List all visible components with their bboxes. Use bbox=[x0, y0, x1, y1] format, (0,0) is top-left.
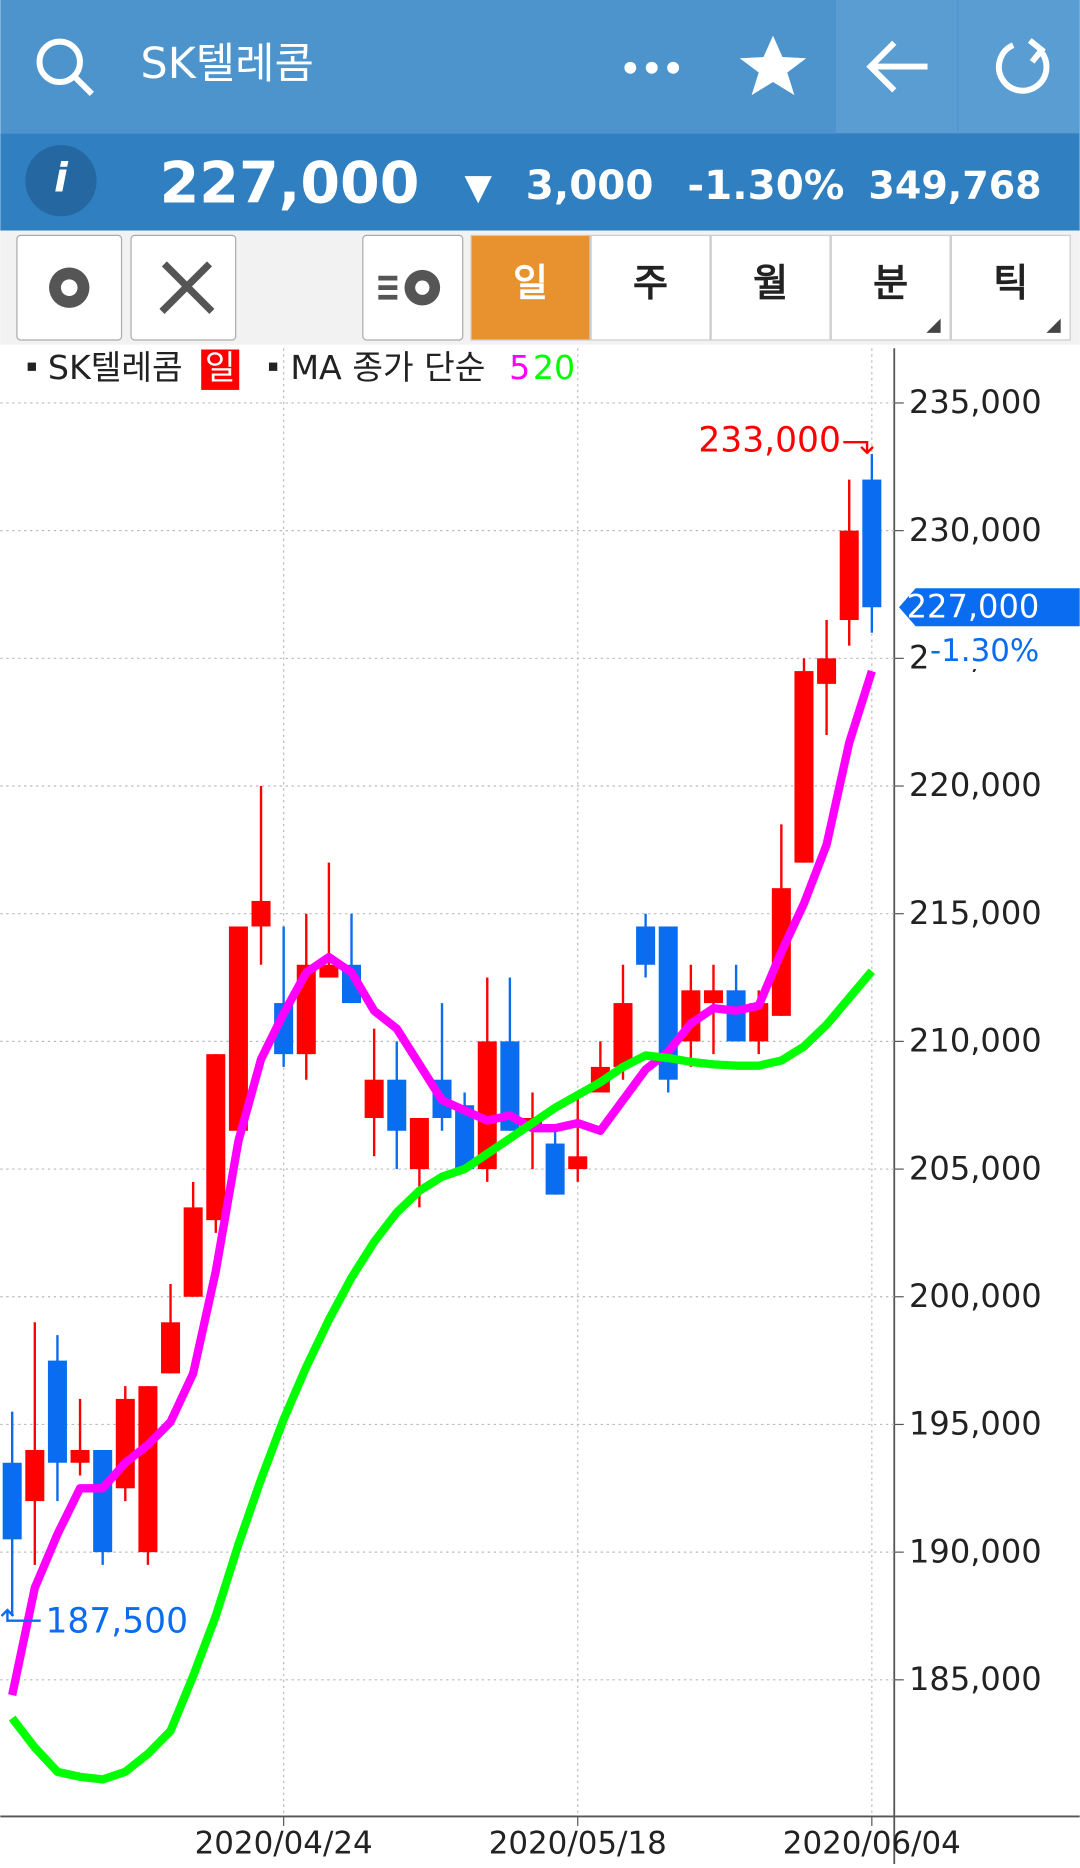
settings-icon bbox=[49, 267, 90, 308]
period-tab[interactable] bbox=[830, 234, 951, 341]
legend-period: 일 bbox=[205, 348, 236, 387]
y-tick-label: 220,000 bbox=[909, 766, 1042, 804]
refresh-icon[interactable] bbox=[995, 38, 1050, 94]
refresh-button-bg[interactable] bbox=[958, 0, 1080, 134]
period-tab[interactable] bbox=[710, 234, 831, 341]
candle-body bbox=[25, 1449, 45, 1502]
period-tab-label: 일 bbox=[513, 261, 548, 305]
candle-body bbox=[636, 926, 656, 965]
candle-body bbox=[161, 1322, 181, 1374]
candle-body bbox=[477, 1041, 497, 1170]
quote-bar bbox=[0, 133, 1080, 231]
tools-icon bbox=[159, 261, 215, 314]
legend-symbol: SK텔레콤 bbox=[48, 348, 183, 387]
candle-body bbox=[93, 1449, 113, 1553]
candle-body bbox=[364, 1079, 384, 1119]
y-tick-label: 200,000 bbox=[909, 1277, 1042, 1315]
candle-body bbox=[613, 1003, 633, 1067]
price: 227,000 bbox=[160, 150, 420, 216]
search-icon[interactable] bbox=[36, 38, 94, 97]
info-button[interactable] bbox=[25, 145, 97, 217]
legend-square bbox=[268, 362, 278, 371]
min-label: 187,500 bbox=[45, 1602, 188, 1642]
back-icon[interactable] bbox=[866, 40, 928, 93]
y-tick-label: 190,000 bbox=[909, 1532, 1042, 1570]
candle-body bbox=[251, 900, 271, 927]
legend-period-bg bbox=[201, 349, 240, 390]
indicator-icon bbox=[378, 269, 441, 306]
x-tick-label: 2020/06/04 bbox=[783, 1825, 961, 1861]
x-tick-label: 2020/05/18 bbox=[489, 1825, 667, 1861]
min-pointer bbox=[0, 1608, 41, 1622]
candle-body bbox=[862, 479, 882, 608]
candle-body bbox=[839, 530, 859, 621]
legend-square bbox=[27, 362, 36, 371]
candle-body bbox=[319, 964, 339, 978]
last-price-tag bbox=[899, 588, 1080, 627]
candle-body bbox=[183, 1207, 203, 1297]
period-tab-label: 분 bbox=[873, 261, 908, 305]
candle-body bbox=[138, 1386, 158, 1553]
volume: 349,768 bbox=[868, 163, 1041, 207]
max-pointer bbox=[843, 440, 874, 455]
period-tab[interactable] bbox=[950, 234, 1071, 341]
legend-entry: 20 bbox=[533, 348, 575, 387]
legend-ma-title: MA 종가 단순 bbox=[290, 348, 485, 387]
y-tick-label: 215,000 bbox=[909, 894, 1042, 932]
legend-entry: 5 bbox=[509, 348, 530, 387]
candle-body bbox=[2, 1462, 22, 1540]
ma-line bbox=[8, 669, 876, 1697]
more-icon[interactable] bbox=[624, 61, 680, 74]
stock-title: SK텔레콤 bbox=[141, 39, 314, 89]
favorite-icon[interactable] bbox=[739, 35, 807, 96]
candle-body bbox=[568, 1156, 588, 1170]
info-icon: i bbox=[54, 154, 69, 202]
candle-body bbox=[545, 1143, 565, 1195]
change: 3,000 bbox=[526, 161, 654, 209]
y-tick-label: 185,000 bbox=[909, 1660, 1042, 1698]
last-price-label: 227,000 bbox=[907, 587, 1040, 625]
candle-body bbox=[817, 658, 837, 684]
last-change-label: -1.30% bbox=[930, 633, 1039, 669]
candle-body bbox=[726, 990, 746, 1042]
period-tab[interactable] bbox=[470, 234, 591, 341]
candle-body bbox=[703, 990, 723, 1004]
period-tab-label: 주 bbox=[633, 261, 668, 305]
change-arrow: ▼ bbox=[464, 167, 492, 208]
x-tick-label: 2020/04/24 bbox=[195, 1825, 373, 1861]
y-tick-label: 195,000 bbox=[909, 1405, 1042, 1443]
y-tick-label: 235,000 bbox=[909, 383, 1042, 421]
candle-body bbox=[455, 1105, 475, 1170]
candle-body bbox=[228, 926, 248, 1131]
candle-body bbox=[794, 671, 814, 863]
candle-body bbox=[409, 1118, 429, 1170]
period-tab-label: 틱 bbox=[993, 261, 1028, 305]
candle-body bbox=[387, 1079, 407, 1131]
candle-body bbox=[500, 1041, 520, 1131]
last-change-bg bbox=[929, 633, 1045, 670]
candle-body bbox=[749, 1003, 769, 1042]
candle-body bbox=[47, 1360, 67, 1463]
period-tab-label: 월 bbox=[753, 261, 788, 305]
y-tick-label: 230,000 bbox=[909, 511, 1042, 549]
ma-line bbox=[8, 968, 876, 1784]
y-tick-label: 210,000 bbox=[909, 1022, 1042, 1060]
period-tab[interactable] bbox=[590, 234, 711, 341]
y-tick-label: 205,000 bbox=[909, 1149, 1042, 1187]
candle-body bbox=[206, 1054, 226, 1221]
max-label: 233,000 bbox=[698, 421, 841, 461]
change-pct: -1.30% bbox=[687, 161, 844, 209]
candle-body bbox=[70, 1449, 90, 1463]
